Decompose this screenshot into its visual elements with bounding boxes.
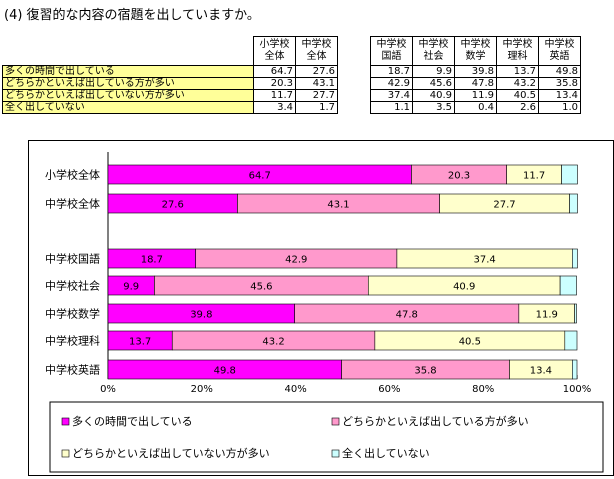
data-label: 49.8 xyxy=(214,366,236,377)
category-label: 中学校数学 xyxy=(45,307,100,321)
data-label: 13.4 xyxy=(530,366,552,377)
column-header: 中学校 理科 xyxy=(496,36,539,66)
legend-label: 全く出していない xyxy=(342,446,430,460)
column-header: 中学校 国語 xyxy=(370,36,413,66)
category-label: 中学校理科 xyxy=(45,334,100,348)
data-label: 43.2 xyxy=(262,337,284,348)
bar-segment xyxy=(572,248,578,269)
data-label: 11.9 xyxy=(536,310,558,321)
table-cell: 3.5 xyxy=(412,101,455,114)
x-tick-label: 60% xyxy=(378,384,400,395)
bar-segment xyxy=(574,303,577,324)
data-label: 42.9 xyxy=(285,255,307,266)
column-header: 小学校 全体 xyxy=(253,36,296,66)
data-label: 40.9 xyxy=(453,282,475,293)
table-row: どちらかといえば出している方が多い 20.3 43.1 42.9 45.6 47… xyxy=(2,77,581,90)
x-tick-label: 40% xyxy=(284,384,306,395)
table-header-row: 小学校 全体 中学校 全体 中学校 国語 中学校 社会 中学校 数学 中学校 理科 中学校英… xyxy=(3,36,581,66)
data-label: 27.6 xyxy=(162,200,184,211)
legend-swatch xyxy=(331,449,340,458)
bar-segment xyxy=(561,164,578,185)
data-label: 43.1 xyxy=(327,200,349,211)
x-tick-label: 20% xyxy=(191,384,213,395)
category-label: 中学校社会 xyxy=(45,279,100,293)
legend-swatch xyxy=(331,417,340,426)
x-tick-label: 100% xyxy=(563,384,592,395)
data-label: 37.4 xyxy=(473,255,495,266)
data-label: 9.9 xyxy=(123,282,139,293)
data-label: 47.8 xyxy=(396,310,418,321)
legend-label: 多くの時間で出している xyxy=(72,414,193,428)
category-label: 中学校英語 xyxy=(45,363,100,377)
data-label: 13.7 xyxy=(129,337,151,348)
legend-swatch xyxy=(61,417,70,426)
legend-label: どちらかといえば出していない方が多い xyxy=(72,446,270,460)
x-tick-label: 80% xyxy=(472,384,494,395)
data-label: 27.7 xyxy=(493,200,515,211)
bar-segment xyxy=(569,193,578,214)
category-label: 小学校全体 xyxy=(45,168,100,182)
legend-swatch xyxy=(61,449,70,458)
legend-box xyxy=(49,401,604,473)
data-label: 40.5 xyxy=(459,337,481,348)
data-label: 20.3 xyxy=(448,171,470,182)
column-gap xyxy=(337,36,371,66)
legend-label: どちらかといえば出している方が多い xyxy=(342,414,529,428)
column-header: 中学校 全体 xyxy=(295,36,338,66)
page-title: (4) 復習的な内容の宿題を出していますか。 xyxy=(4,8,260,23)
data-label: 11.7 xyxy=(523,171,545,182)
table-row: 多くの時間で出している 64.7 27.6 18.7 9.9 39.8 13.7… xyxy=(2,65,581,78)
data-label: 39.8 xyxy=(190,310,212,321)
summary-table: 小学校 全体 中学校 全体 中学校 国語 中学校 社会 中学校 数学 中学校 理科 中学校英… xyxy=(2,36,581,114)
column-header: 中学校 社会 xyxy=(412,36,455,66)
table-cell: 2.6 xyxy=(496,101,539,114)
data-label: 64.7 xyxy=(249,171,271,182)
category-label: 中学校全体 xyxy=(45,197,100,211)
data-label: 45.6 xyxy=(250,282,272,293)
bar-segment xyxy=(572,359,578,380)
table-cell: 1.0 xyxy=(538,101,581,114)
category-label: 中学校国語 xyxy=(45,252,100,266)
column-header: 中学校 英語 xyxy=(538,36,581,66)
data-label: 35.8 xyxy=(414,366,436,377)
x-tick-label: 0% xyxy=(100,384,116,395)
row-label: どちらかといえば出している方が多い xyxy=(2,77,254,90)
row-label: 全く出していない xyxy=(2,101,254,114)
bar-segment xyxy=(559,275,577,296)
bar-segment xyxy=(564,330,578,351)
table-row: 全く出していない 3.4 1.7 1.1 3.5 0.4 2.6 1.0 xyxy=(2,101,581,114)
data-label: 18.7 xyxy=(141,255,163,266)
